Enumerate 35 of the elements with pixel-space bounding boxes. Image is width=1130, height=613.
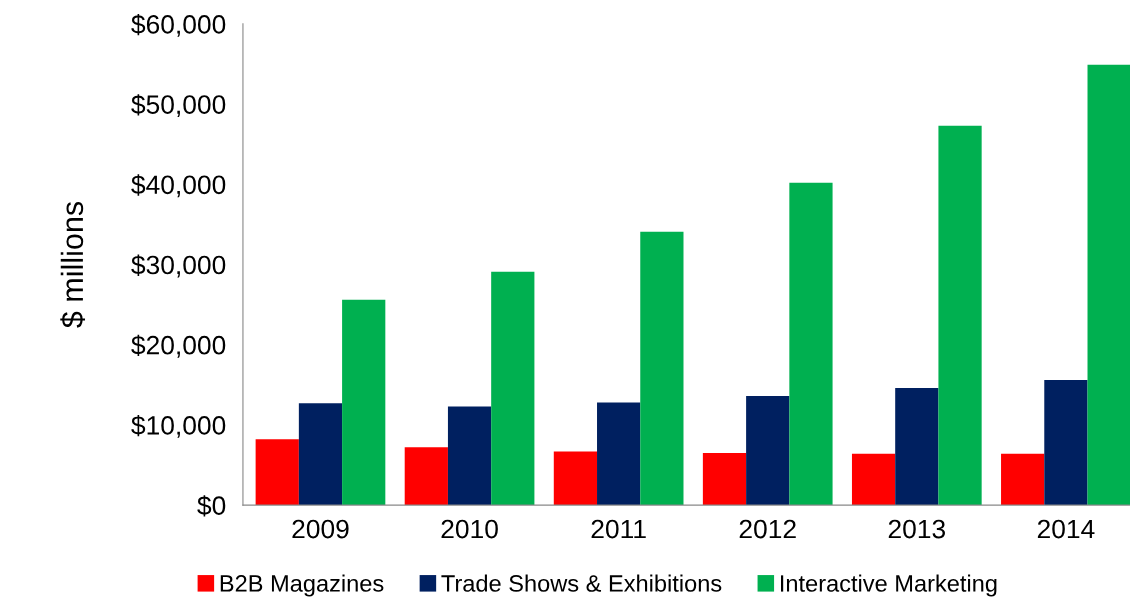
- x-tick-label: 2009: [292, 519, 349, 539]
- bar: [1087, 64, 1130, 506]
- y-tick-label: $20,000: [131, 334, 226, 358]
- bar: [1044, 380, 1088, 506]
- bar: [404, 447, 448, 506]
- bar: [491, 271, 535, 506]
- y-tick-label: $30,000: [131, 254, 226, 278]
- y-axis-title: $ millions: [60, 201, 86, 328]
- bar: [938, 125, 982, 506]
- legend-label: B2B Magazines: [220, 574, 384, 597]
- x-tick-label: 2010: [441, 519, 498, 539]
- x-tick-label: 2011: [591, 519, 646, 539]
- bar: [895, 388, 939, 506]
- legend-label: Interactive Marketing: [780, 574, 997, 597]
- bar: [789, 182, 833, 506]
- bar: [597, 402, 641, 506]
- x-tick-label: 2012: [739, 519, 796, 539]
- legend-label: Trade Shows & Exhibitions: [441, 574, 722, 592]
- y-tick-label: $40,000: [131, 174, 226, 198]
- bar: [553, 451, 598, 506]
- bar: [851, 453, 896, 506]
- bar: [447, 406, 492, 506]
- y-tick-label: $10,000: [131, 414, 226, 438]
- x-tick-label: 2013: [888, 519, 946, 539]
- bar: [342, 299, 386, 506]
- y-tick-label: $60,000: [131, 13, 226, 37]
- bar: [702, 452, 747, 506]
- bar: [255, 439, 299, 506]
- x-tick-label: 2014: [1037, 519, 1095, 539]
- bar: [746, 396, 790, 506]
- y-tick-label: $0: [197, 495, 226, 517]
- y-tick-label: $50,000: [131, 94, 226, 118]
- bar: [298, 403, 343, 506]
- bar: [1001, 453, 1045, 506]
- bar: [640, 231, 684, 506]
